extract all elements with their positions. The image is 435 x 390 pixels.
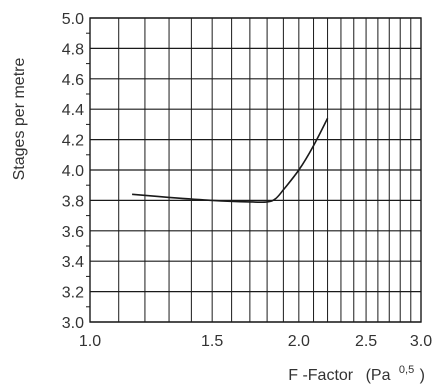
y-tick-label: 3.6 [62, 224, 84, 241]
x-axis-unit-close: ) [420, 367, 425, 384]
x-tick-label: 1.0 [79, 333, 101, 350]
x-axis-label-text: F -Factor [288, 367, 354, 384]
y-tick-label: 4.0 [62, 163, 84, 180]
x-tick-label: 2.5 [355, 333, 377, 350]
y-axis-label: Stages per metre [11, 58, 28, 181]
y-tick-label: 5.0 [62, 11, 84, 28]
y-tick-label: 3.2 [62, 285, 84, 302]
grid-lines [86, 17, 421, 323]
y-tick-labels: 3.0 3.2 3.4 3.6 3.8 4.0 4.2 4.4 4.6 4.8 5.0 [62, 11, 84, 332]
x-tick-label: 3.0 [410, 333, 432, 350]
y-tick-label: 3.0 [62, 315, 84, 332]
x-tick-label: 1.5 [201, 333, 223, 350]
x-tick-labels: 1.0 1.5 2.0 2.5 3.0 [79, 333, 432, 350]
y-tick-label: 4.6 [62, 72, 84, 89]
x-axis-unit: (Pa [366, 367, 391, 384]
x-axis-label: F -Factor (Pa 0,5 ) [288, 360, 425, 384]
series-layer [132, 117, 329, 203]
y-tick-label: 3.4 [62, 254, 84, 271]
plot-frame [89, 17, 422, 323]
y-tick-label: 4.2 [62, 133, 84, 150]
x-axis-unit-exponent: 0,5 [399, 364, 414, 376]
y-tick-label: 4.8 [62, 41, 84, 58]
y-tick-label: 3.8 [62, 193, 84, 210]
y-tick-label: 4.4 [62, 102, 84, 119]
x-tick-label: 2.0 [288, 333, 310, 350]
series-line [132, 117, 329, 203]
